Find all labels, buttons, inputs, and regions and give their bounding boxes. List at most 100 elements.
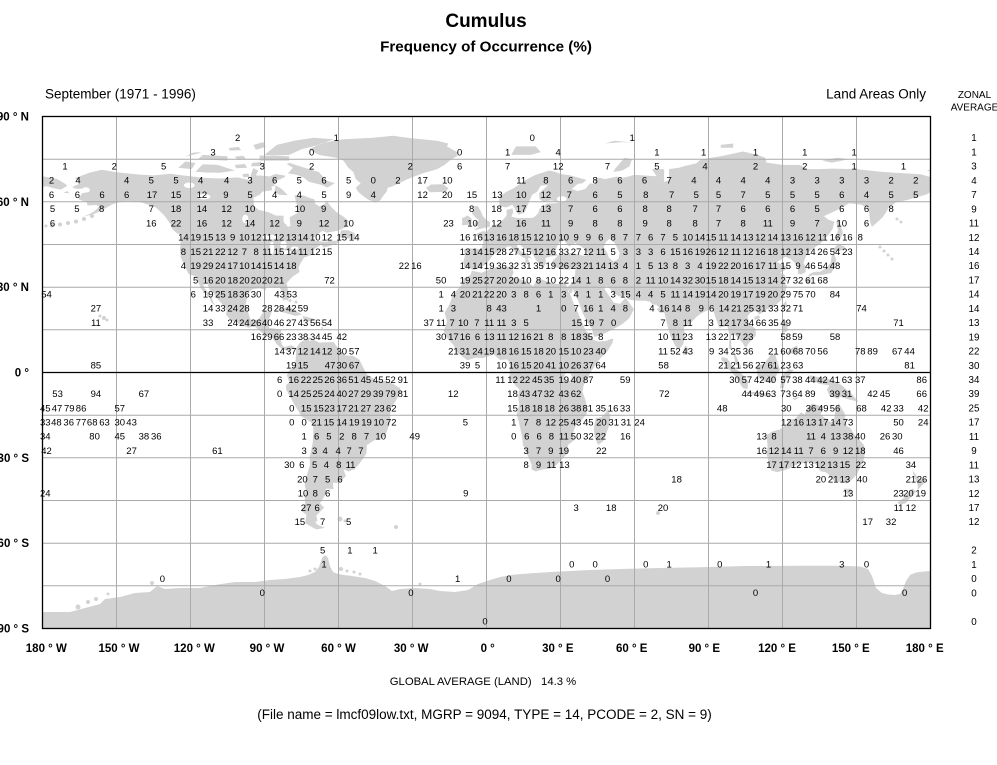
svg-text:25: 25	[472, 275, 483, 286]
svg-text:63: 63	[99, 418, 110, 429]
svg-text:5: 5	[790, 190, 795, 201]
svg-text:8: 8	[352, 432, 357, 443]
svg-text:13: 13	[559, 460, 570, 471]
svg-text:3: 3	[790, 176, 795, 187]
svg-text:0: 0	[482, 617, 487, 628]
svg-text:42: 42	[754, 375, 765, 386]
svg-text:6: 6	[315, 503, 320, 514]
svg-text:58: 58	[658, 361, 669, 372]
svg-text:1: 1	[802, 147, 807, 158]
svg-text:16: 16	[659, 304, 670, 315]
svg-text:70: 70	[805, 290, 816, 301]
svg-text:0: 0	[160, 574, 165, 585]
svg-text:1: 1	[667, 560, 672, 571]
svg-text:11: 11	[683, 318, 693, 329]
svg-text:14: 14	[969, 304, 980, 315]
svg-text:42: 42	[41, 446, 52, 457]
svg-text:25: 25	[559, 418, 570, 429]
svg-text:18: 18	[571, 332, 582, 343]
svg-text:5: 5	[660, 290, 665, 301]
svg-text:23: 23	[443, 218, 454, 229]
svg-text:45: 45	[322, 332, 333, 343]
svg-text:7: 7	[599, 318, 604, 329]
svg-text:23: 23	[571, 261, 582, 272]
svg-text:5: 5	[913, 190, 918, 201]
svg-text:4: 4	[864, 190, 869, 201]
svg-text:13: 13	[840, 474, 851, 485]
svg-text:6: 6	[660, 247, 665, 258]
svg-text:0: 0	[717, 560, 722, 571]
svg-text:70: 70	[805, 346, 816, 357]
svg-text:7: 7	[358, 446, 363, 457]
svg-text:21: 21	[448, 346, 459, 357]
svg-text:4: 4	[821, 432, 826, 443]
svg-text:10: 10	[295, 204, 306, 215]
svg-text:8: 8	[99, 204, 104, 215]
svg-text:21: 21	[828, 474, 839, 485]
svg-text:0: 0	[530, 133, 535, 144]
svg-text:31: 31	[842, 389, 853, 400]
svg-text:16: 16	[146, 218, 157, 229]
svg-text:6: 6	[325, 489, 330, 500]
svg-text:8: 8	[692, 218, 697, 229]
svg-text:4: 4	[691, 176, 696, 187]
svg-text:56: 56	[830, 403, 841, 414]
svg-text:27: 27	[126, 446, 137, 457]
svg-text:7: 7	[692, 204, 697, 215]
svg-text:120 ° W: 120 ° W	[174, 643, 215, 655]
svg-text:21: 21	[203, 247, 214, 258]
svg-text:29: 29	[203, 261, 214, 272]
svg-text:15: 15	[743, 275, 754, 286]
svg-text:4: 4	[371, 190, 376, 201]
svg-text:32: 32	[793, 275, 804, 286]
svg-text:87: 87	[583, 375, 594, 386]
svg-text:7: 7	[149, 204, 154, 215]
svg-text:14: 14	[286, 247, 297, 258]
svg-text:14: 14	[671, 304, 682, 315]
svg-text:52: 52	[670, 346, 681, 357]
svg-text:25: 25	[313, 389, 324, 400]
svg-text:12: 12	[227, 247, 238, 258]
svg-text:72: 72	[386, 418, 397, 429]
svg-text:1: 1	[62, 162, 67, 173]
svg-text:1: 1	[536, 304, 541, 315]
svg-text:14: 14	[768, 233, 779, 244]
svg-text:8: 8	[623, 275, 628, 286]
svg-text:15: 15	[521, 247, 532, 258]
svg-text:7: 7	[568, 204, 573, 215]
svg-text:11: 11	[484, 318, 494, 329]
svg-text:21: 21	[731, 304, 742, 315]
svg-text:6: 6	[50, 218, 55, 229]
svg-text:35: 35	[544, 375, 555, 386]
svg-text:22: 22	[171, 218, 182, 229]
svg-text:6: 6	[610, 275, 615, 286]
svg-text:57: 57	[742, 375, 753, 386]
svg-text:15: 15	[190, 247, 201, 258]
svg-text:1: 1	[511, 418, 516, 429]
svg-text:46: 46	[893, 446, 904, 457]
svg-text:13: 13	[492, 190, 503, 201]
svg-text:43: 43	[274, 290, 285, 301]
svg-text:38: 38	[298, 332, 309, 343]
svg-text:14: 14	[178, 233, 189, 244]
svg-text:2: 2	[913, 176, 918, 187]
svg-text:1: 1	[598, 290, 603, 301]
svg-text:6: 6	[314, 432, 319, 443]
svg-text:17: 17	[448, 332, 459, 343]
svg-text:16: 16	[460, 332, 471, 343]
svg-text:13: 13	[743, 233, 754, 244]
svg-text:20: 20	[718, 290, 729, 301]
svg-text:23: 23	[583, 346, 594, 357]
svg-text:54: 54	[322, 318, 333, 329]
svg-text:14: 14	[969, 247, 980, 258]
svg-text:3: 3	[561, 290, 566, 301]
svg-text:56: 56	[310, 318, 321, 329]
svg-text:8: 8	[469, 204, 474, 215]
svg-text:31: 31	[521, 261, 532, 272]
svg-text:9: 9	[223, 190, 228, 201]
svg-text:75: 75	[793, 290, 804, 301]
svg-text:14: 14	[298, 233, 309, 244]
svg-text:10: 10	[546, 233, 557, 244]
svg-text:54: 54	[817, 261, 828, 272]
svg-text:21: 21	[533, 332, 544, 343]
